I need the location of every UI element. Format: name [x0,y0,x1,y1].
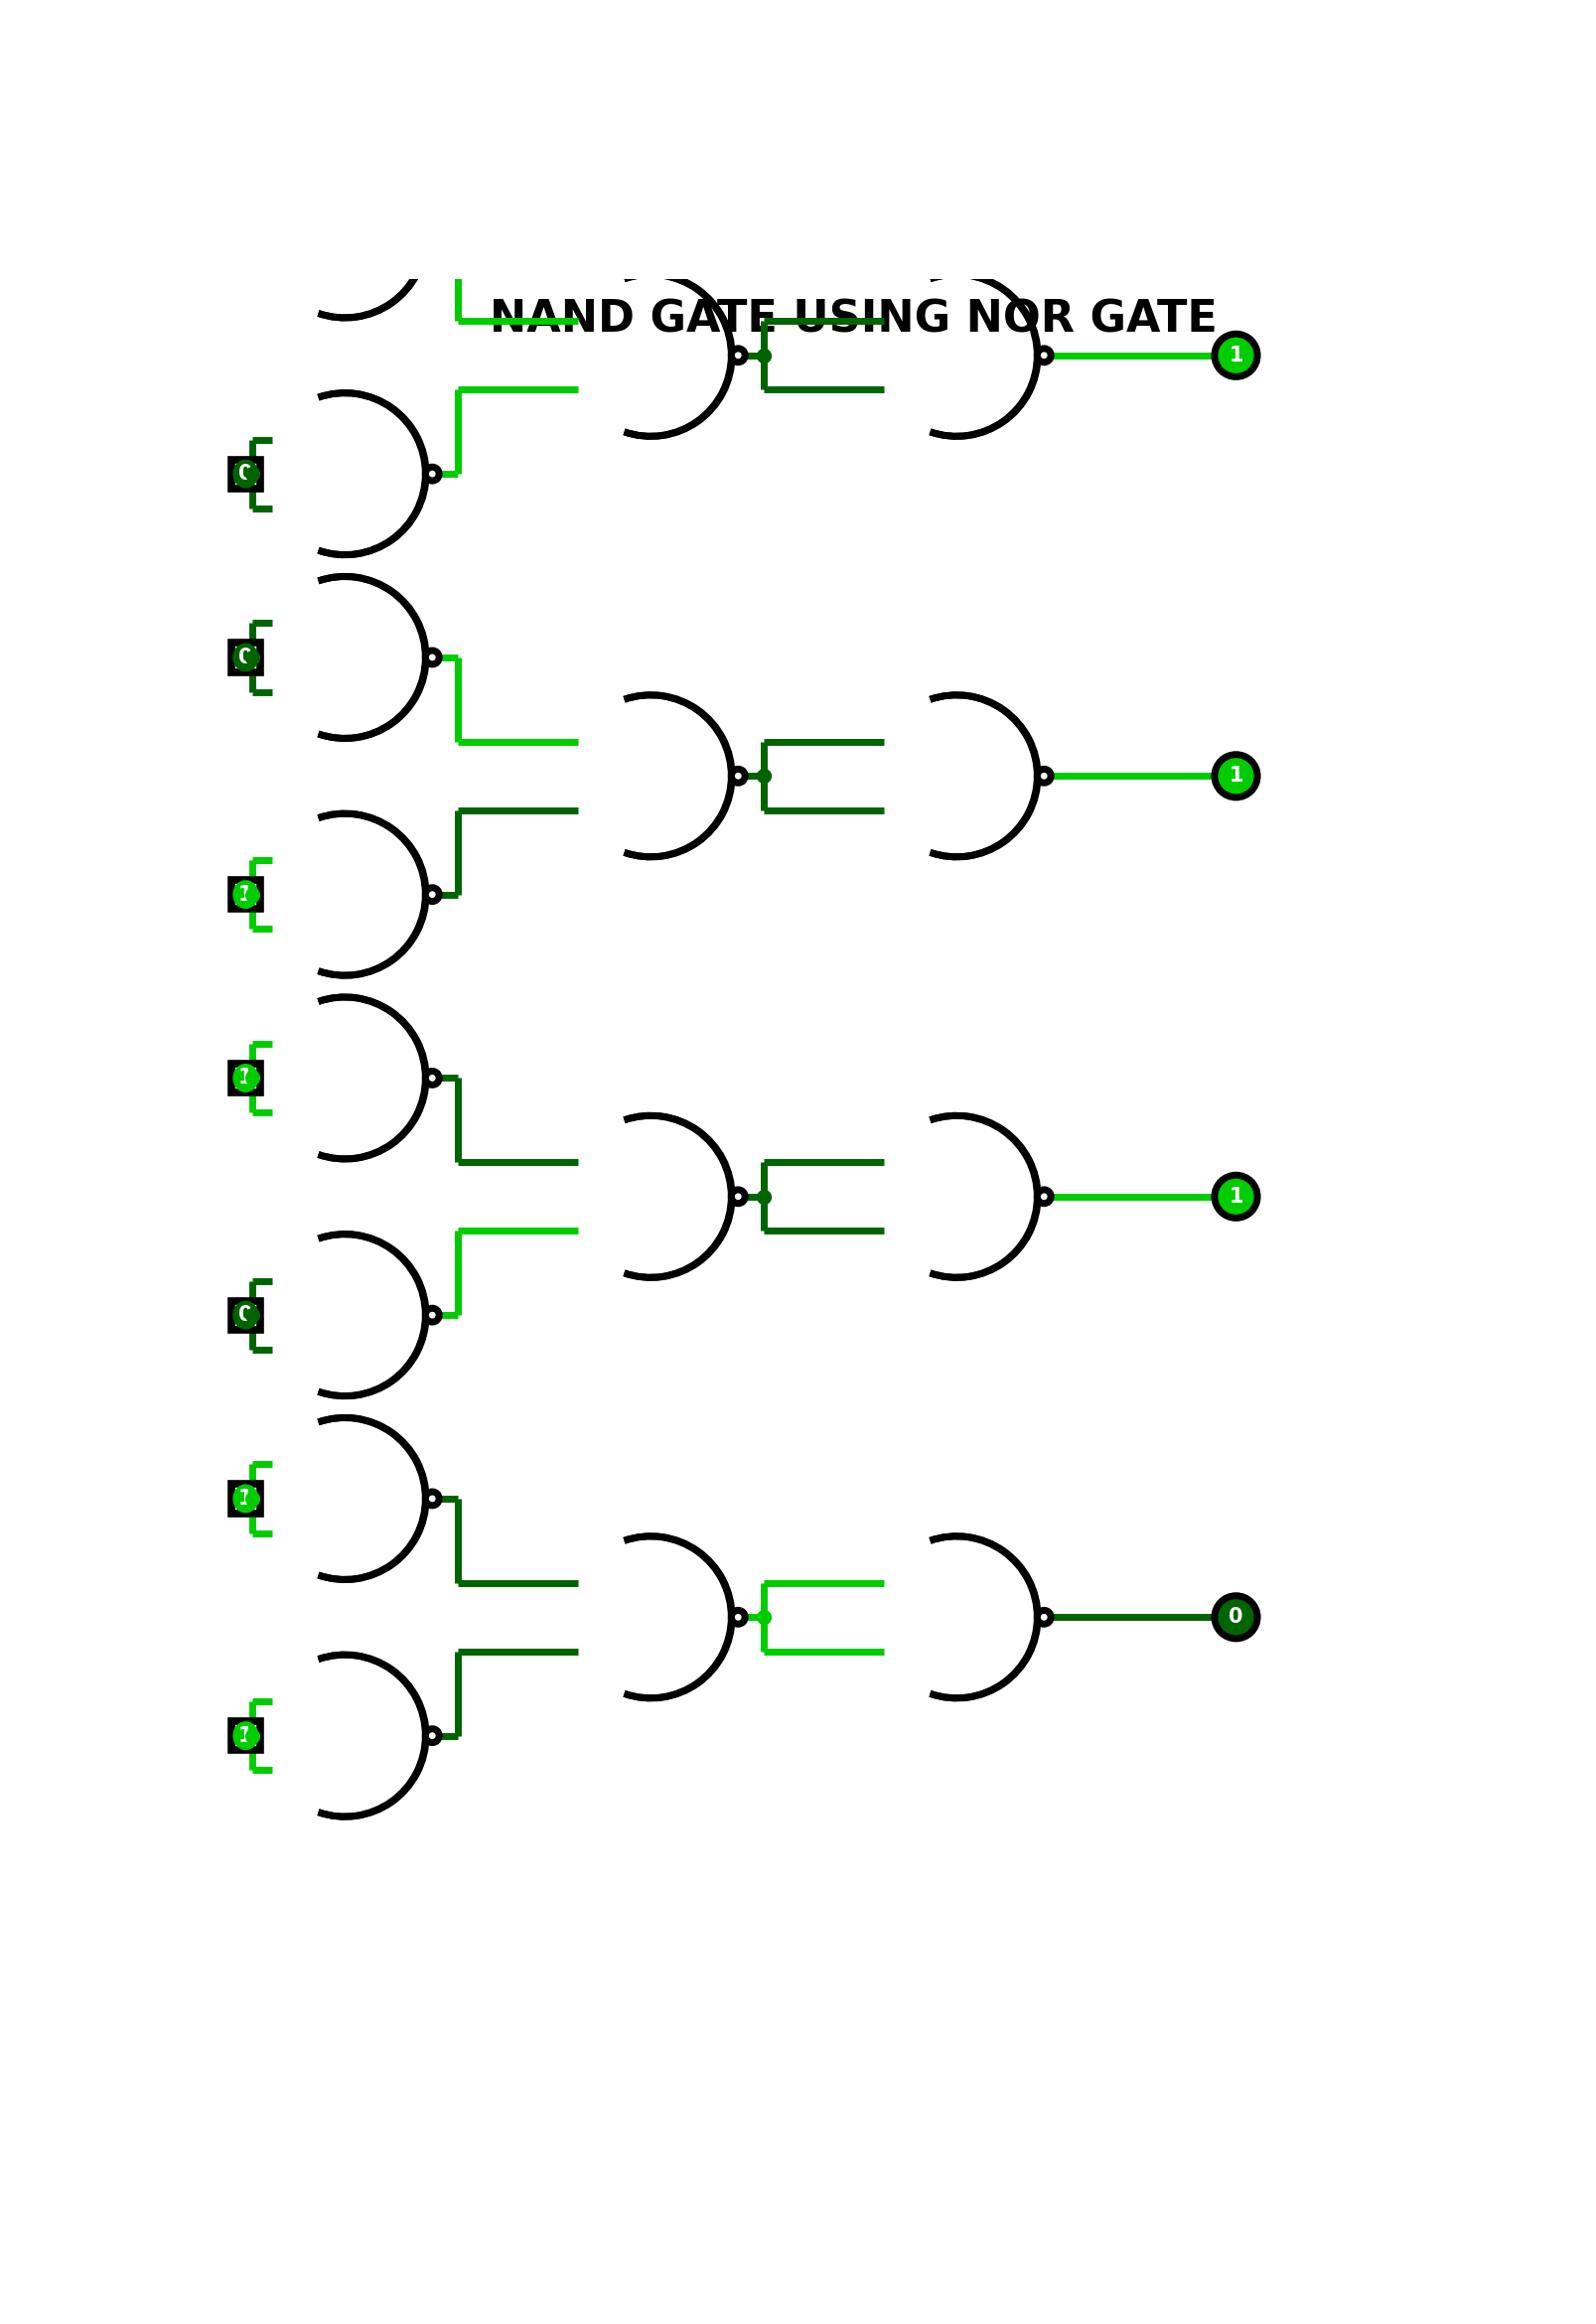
Bar [231,1722,260,1750]
Circle shape [425,1071,439,1085]
Text: 1: 1 [1227,767,1242,786]
Circle shape [1036,1611,1050,1624]
Ellipse shape [235,646,255,669]
Circle shape [731,349,745,363]
Ellipse shape [235,883,255,906]
Circle shape [1036,769,1050,783]
Circle shape [731,769,745,783]
Text: 1: 1 [238,1069,252,1088]
Bar [231,1301,260,1329]
Circle shape [731,1611,745,1624]
Circle shape [1215,1597,1256,1638]
Circle shape [1036,349,1050,363]
Circle shape [425,230,439,244]
Bar [231,881,260,909]
Circle shape [1215,335,1256,376]
Circle shape [425,467,439,481]
Text: 0: 0 [238,465,252,483]
Ellipse shape [235,462,255,486]
Circle shape [425,888,439,902]
Circle shape [425,1729,439,1743]
Bar [231,1485,260,1513]
Circle shape [1215,1176,1256,1218]
Ellipse shape [235,225,255,249]
Text: 1: 1 [238,885,252,904]
Bar [231,1064,260,1092]
Text: 0: 0 [238,1306,252,1325]
Ellipse shape [235,1487,255,1511]
Circle shape [731,1190,745,1204]
Circle shape [425,1492,439,1506]
Circle shape [1036,1190,1050,1204]
Text: 1: 1 [238,1490,252,1508]
Circle shape [425,651,439,665]
Bar [231,644,260,672]
Text: NAND GATE USING NOR GATE: NAND GATE USING NOR GATE [490,297,1216,342]
Bar [231,223,260,251]
Text: 0: 0 [238,228,252,246]
Ellipse shape [235,1304,255,1327]
Text: 0: 0 [1227,1608,1242,1627]
Text: 0: 0 [238,648,252,667]
Bar [231,460,260,488]
Text: 1: 1 [1227,346,1242,365]
Circle shape [425,1308,439,1322]
Circle shape [1215,755,1256,797]
Ellipse shape [235,1067,255,1090]
Ellipse shape [235,1724,255,1748]
Text: 1: 1 [1227,1188,1242,1206]
Text: 1: 1 [238,1727,252,1745]
